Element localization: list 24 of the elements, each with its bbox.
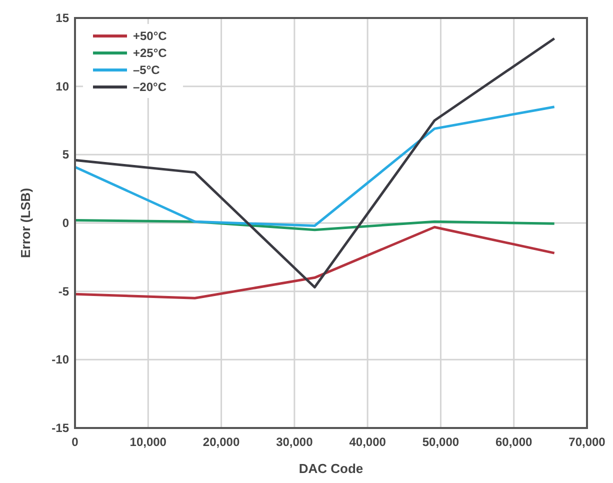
x-tick-label: 30,000 (276, 435, 314, 449)
y-tick-label: -5 (58, 284, 70, 298)
x-tick-label: 60,000 (496, 435, 533, 449)
y-tick-label: -15 (52, 421, 70, 435)
line-series (74, 219, 556, 232)
y-axis-title: Error (LSB) (18, 188, 33, 258)
x-tick-label: 20,000 (202, 435, 240, 449)
legend-label: –20°C (133, 80, 167, 94)
x-tick-label: 10,000 (130, 435, 167, 449)
x-tick-label: 40,000 (349, 435, 386, 449)
y-tick-label: 10 (56, 79, 70, 94)
x-axis-title: DAC Code (298, 461, 364, 476)
legend-label: +50°C (133, 29, 168, 43)
x-tick-label: 0 (72, 435, 79, 449)
line-series (74, 106, 556, 227)
y-tick-label: 5 (62, 148, 70, 162)
line-series (74, 226, 556, 300)
y-tick-label: 0 (62, 216, 70, 230)
x-tick-label: 70,000 (568, 435, 606, 449)
x-tick-label: 50,000 (422, 435, 460, 449)
legend-label: –5°C (133, 63, 160, 77)
y-tick-label: -10 (52, 352, 70, 367)
legend-label: +25°C (133, 46, 168, 60)
y-tick-label: 15 (56, 11, 70, 25)
